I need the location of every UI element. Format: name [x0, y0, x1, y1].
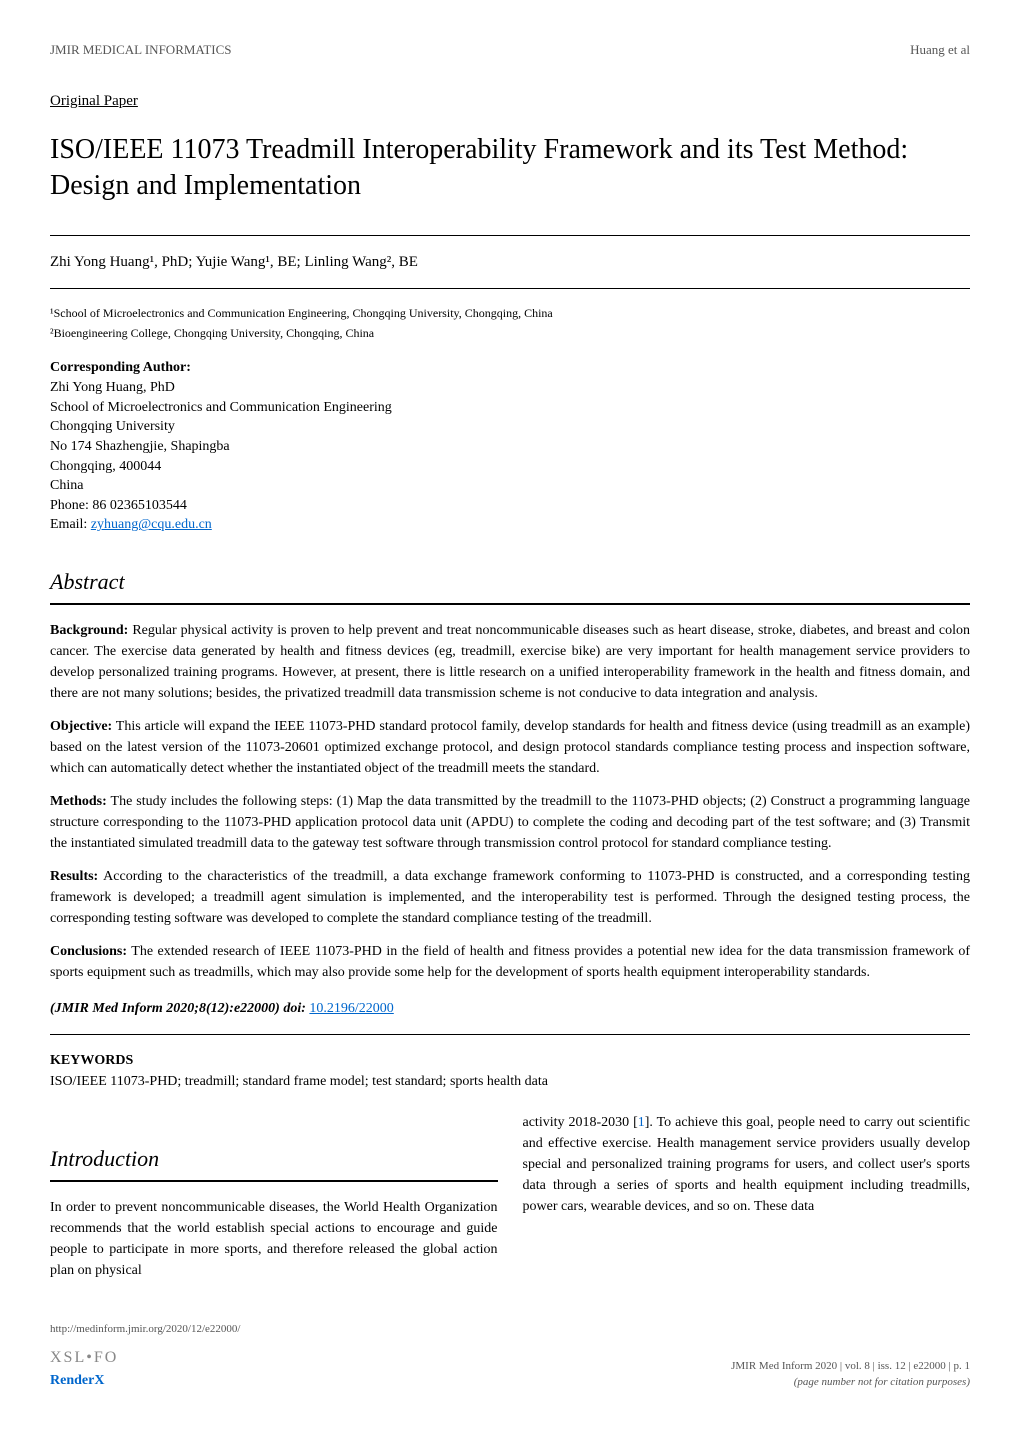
divider [50, 288, 970, 289]
journal-name: JMIR MEDICAL INFORMATICS [50, 40, 232, 60]
affiliation: ¹School of Microelectronics and Communic… [50, 304, 970, 322]
authors-short: Huang et al [910, 40, 970, 60]
citation-line: (JMIR Med Inform 2020;8(12):e22000) doi:… [50, 998, 970, 1019]
abstract-results: Results: According to the characteristic… [50, 866, 970, 929]
corresponding-author-label: Corresponding Author: [50, 357, 970, 378]
doi-link[interactable]: 10.2196/22000 [309, 1001, 393, 1016]
thick-divider [50, 1180, 498, 1182]
renderx-logo: RenderX [50, 1370, 240, 1391]
paper-title: ISO/IEEE 11073 Treadmill Interoperabilit… [50, 132, 970, 205]
abstract-block: Background: Regular physical activity is… [50, 620, 970, 983]
methods-label: Methods: [50, 794, 107, 809]
intro-text-left: In order to prevent noncommunicable dise… [50, 1200, 498, 1278]
corresponding-email-line: Email: zyhuang@cqu.edu.cn [50, 515, 970, 535]
affiliations-block: ¹School of Microelectronics and Communic… [50, 304, 970, 342]
corresponding-name: Zhi Yong Huang, PhD [50, 378, 970, 398]
footer-citation-note: (page number not for citation purposes) [731, 1374, 970, 1391]
abstract-conclusions: Conclusions: The extended research of IE… [50, 941, 970, 983]
corresponding-dept: School of Microelectronics and Communica… [50, 398, 970, 418]
divider [50, 235, 970, 236]
abstract-heading: Abstract [50, 565, 970, 598]
footer-left: http://medinform.jmir.org/2020/12/e22000… [50, 1321, 240, 1391]
email-label: Email: [50, 517, 91, 532]
objective-label: Objective: [50, 719, 112, 734]
page-footer: http://medinform.jmir.org/2020/12/e22000… [50, 1321, 970, 1391]
citation-text: (JMIR Med Inform 2020;8(12):e22000) [50, 1001, 280, 1016]
intro-columns: Introduction In order to prevent noncomm… [50, 1112, 970, 1281]
intro-text-right-pre: activity 2018-2030 [ [523, 1115, 638, 1130]
journal-header: JMIR MEDICAL INFORMATICS Huang et al [50, 40, 970, 60]
footer-url: http://medinform.jmir.org/2020/12/e22000… [50, 1321, 240, 1338]
methods-text: The study includes the following steps: … [50, 794, 970, 851]
reference-link[interactable]: 1 [638, 1115, 645, 1130]
keywords-heading: KEYWORDS [50, 1050, 970, 1071]
corresponding-city: Chongqing, 400044 [50, 457, 970, 477]
paper-type: Original Paper [50, 90, 970, 113]
footer-right: JMIR Med Inform 2020 | vol. 8 | iss. 12 … [731, 1358, 970, 1391]
conclusions-text: The extended research of IEEE 11073-PHD … [50, 944, 970, 980]
corresponding-country: China [50, 476, 970, 496]
intro-col-left: Introduction In order to prevent noncomm… [50, 1112, 498, 1281]
xsl-fo-logo: XSL•FO [50, 1346, 118, 1370]
email-link[interactable]: zyhuang@cqu.edu.cn [91, 517, 212, 532]
conclusions-label: Conclusions: [50, 944, 127, 959]
footer-citation: JMIR Med Inform 2020 | vol. 8 | iss. 12 … [731, 1358, 970, 1375]
authors-line: Zhi Yong Huang¹, PhD; Yujie Wang¹, BE; L… [50, 251, 970, 274]
results-text: According to the characteristics of the … [50, 869, 970, 926]
results-label: Results: [50, 869, 98, 884]
corresponding-address: No 174 Shazhengjie, Shapingba [50, 437, 970, 457]
footer-logos: XSL•FO [50, 1346, 240, 1370]
corresponding-university: Chongqing University [50, 417, 970, 437]
corresponding-author-block: Zhi Yong Huang, PhD School of Microelect… [50, 378, 970, 535]
intro-col-right: activity 2018-2030 [1]. To achieve this … [523, 1112, 971, 1281]
background-label: Background: [50, 623, 128, 638]
doi-label: doi: [280, 1001, 310, 1016]
keywords-text: ISO/IEEE 11073-PHD; treadmill; standard … [50, 1071, 970, 1092]
abstract-methods: Methods: The study includes the followin… [50, 791, 970, 854]
divider [50, 1034, 970, 1035]
intro-heading: Introduction [50, 1142, 498, 1175]
abstract-background: Background: Regular physical activity is… [50, 620, 970, 704]
affiliation: ²Bioengineering College, Chongqing Unive… [50, 324, 970, 342]
thick-divider [50, 603, 970, 605]
objective-text: This article will expand the IEEE 11073-… [50, 719, 970, 776]
background-text: Regular physical activity is proven to h… [50, 623, 970, 701]
corresponding-phone: Phone: 86 02365103544 [50, 496, 970, 516]
abstract-objective: Objective: This article will expand the … [50, 716, 970, 779]
